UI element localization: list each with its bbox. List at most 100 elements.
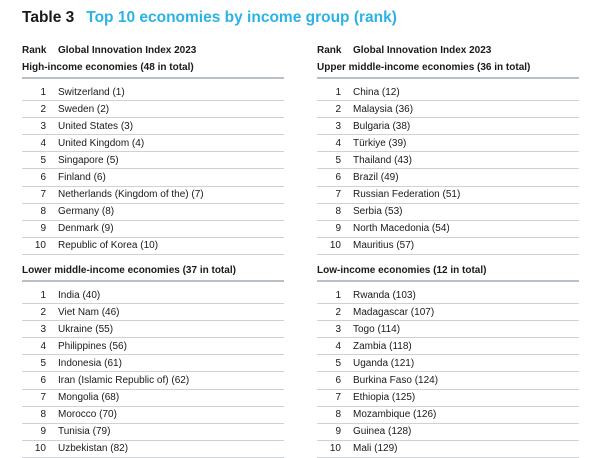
economy-cell: Germany (8) [58,206,115,218]
rank-cell: 2 [40,306,46,318]
table-row: 3 United States (3) [22,118,284,136]
table-row: 3 Bulgaria (38) [317,118,579,136]
table-row: 4 Philippines (56) [22,338,284,356]
table-row: 10 Mali (129) [317,441,579,458]
rank-cell: 10 [34,443,46,455]
economy-cell: Switzerland (1) [58,86,125,98]
economy-cell: Indonesia (61) [58,357,122,369]
economy-cell: Denmark (9) [58,223,114,235]
table-title: Table 3 Top 10 economies by income group … [22,9,397,27]
economy-cell: Uganda (121) [353,357,415,369]
table-row: 6 Burkina Faso (124) [317,372,579,390]
rank-cell: 1 [335,86,341,98]
table-row: 4 Türkiye (39) [317,135,579,153]
rank-cell: 7 [40,392,46,404]
economy-cell: United States (3) [58,120,134,132]
table-row: 5 Uganda (121) [317,355,579,373]
economy-cell: Burkina Faso (124) [353,375,439,387]
economy-cell: Malaysia (36) [353,103,414,115]
high-income-table: Rank Global Innovation Index 2023 High-i… [22,43,284,255]
rank-cell: 7 [335,189,341,201]
rank-cell: 1 [335,289,341,301]
table-number: Table 3 [22,9,75,26]
low-income-table: Low-income economies (12 in total) 1 Rwan… [317,262,579,458]
group-divider [317,280,579,282]
table-row: 7 Ethiopia (125) [317,390,579,407]
row-list: 1 Rwanda (103) 2 Madagascar (107) 3 Togo (114… [317,287,579,458]
rank-cell: 9 [335,426,341,438]
rank-cell: 4 [335,340,341,352]
table-row: 2 Sweden (2) [22,101,284,119]
table-row: 3 Ukraine (55) [22,321,284,339]
table-row: 6 Iran (Islamic Republic of) (62) [22,372,284,390]
rank-cell: 3 [40,120,46,132]
table-row: 10 Republic of Korea (10) [22,238,284,255]
group-divider [22,77,284,79]
rank-cell: 3 [40,323,46,335]
table-row: 9 North Macedonia (54) [317,221,579,238]
economy-cell: Mali (129) [353,443,398,455]
economy-cell: China (12) [353,86,400,98]
table-row: 9 Tunisia (79) [22,424,284,441]
table-row: 4 United Kingdom (4) [22,135,284,153]
table-row: 1 Rwanda (103) [317,287,579,305]
economy-cell: Zambia (118) [353,340,412,352]
economy-cell: Mongolia (68) [58,392,120,404]
group-divider [317,77,579,79]
economy-cell: Russian Federation (51) [353,189,461,201]
table-row: 10 Uzbekistan (82) [22,441,284,458]
rank-cell: 6 [40,172,46,184]
lower-middle-income-table: Lower middle-income economies (37 in tot… [22,262,284,458]
rank-cell: 6 [40,375,46,387]
rank-cell: 9 [40,426,46,438]
rank-cell: 6 [335,375,341,387]
group-label: High-income economies (48 in total) [22,62,194,73]
rank-cell: 8 [335,206,341,218]
economy-cell: Iran (Islamic Republic of) (62) [58,375,190,387]
table-row: 8 Morocco (70) [22,407,284,424]
rank-cell: 2 [40,103,46,115]
economy-cell: Rwanda (103) [353,289,416,301]
rank-cell: 8 [335,409,341,421]
rank-cell: 5 [335,357,341,369]
table-row: 1 China (12) [317,84,579,102]
economy-cell: Philippines (56) [58,340,127,352]
economy-cell: United Kingdom (4) [58,137,145,149]
index-header: Global Innovation Index 2023 [353,45,492,56]
rank-cell: 5 [40,357,46,369]
rank-cell: 8 [40,409,46,421]
column-header: Rank Global Innovation Index 2023 [22,43,284,59]
economy-cell: Singapore (5) [58,154,119,166]
rank-cell: 5 [40,154,46,166]
table-row: 2 Madagascar (107) [317,304,579,322]
rank-cell: 6 [335,172,341,184]
rank-cell: 10 [34,240,46,252]
economy-cell: Serbia (53) [353,206,403,218]
rank-cell: 3 [335,120,341,132]
table-row: 8 Germany (8) [22,204,284,221]
table-row: 6 Brazil (49) [317,169,579,187]
table-row: 2 Malaysia (36) [317,101,579,119]
rank-cell: 4 [40,137,46,149]
upper-middle-income-table: Rank Global Innovation Index 2023 Upper … [317,43,579,255]
economy-cell: Madagascar (107) [353,306,435,318]
table-row: 5 Thailand (43) [317,152,579,170]
economy-cell: Mauritius (57) [353,240,415,252]
row-list: 1 Switzerland (1) 2 Sweden (2) 3 United State… [22,84,284,255]
rank-cell: 10 [329,443,341,455]
economy-cell: Republic of Korea (10) [58,240,159,252]
economy-cell: North Macedonia (54) [353,223,450,235]
economy-cell: Brazil (49) [353,172,399,184]
economy-cell: Ethiopia (125) [353,392,416,404]
rank-cell: 3 [335,323,341,335]
economy-cell: Guinea (128) [353,426,412,438]
economy-cell: Uzbekistan (82) [58,443,129,455]
economy-cell: Viet Nam (46) [58,306,120,318]
rank-cell: 7 [40,189,46,201]
economy-cell: India (40) [58,289,101,301]
economy-cell: Türkiye (39) [353,137,407,149]
table-row: 2 Viet Nam (46) [22,304,284,322]
rank-cell: 4 [40,340,46,352]
group-label: Lower middle-income economies (37 in tot… [22,265,236,276]
table-row: 9 Guinea (128) [317,424,579,441]
